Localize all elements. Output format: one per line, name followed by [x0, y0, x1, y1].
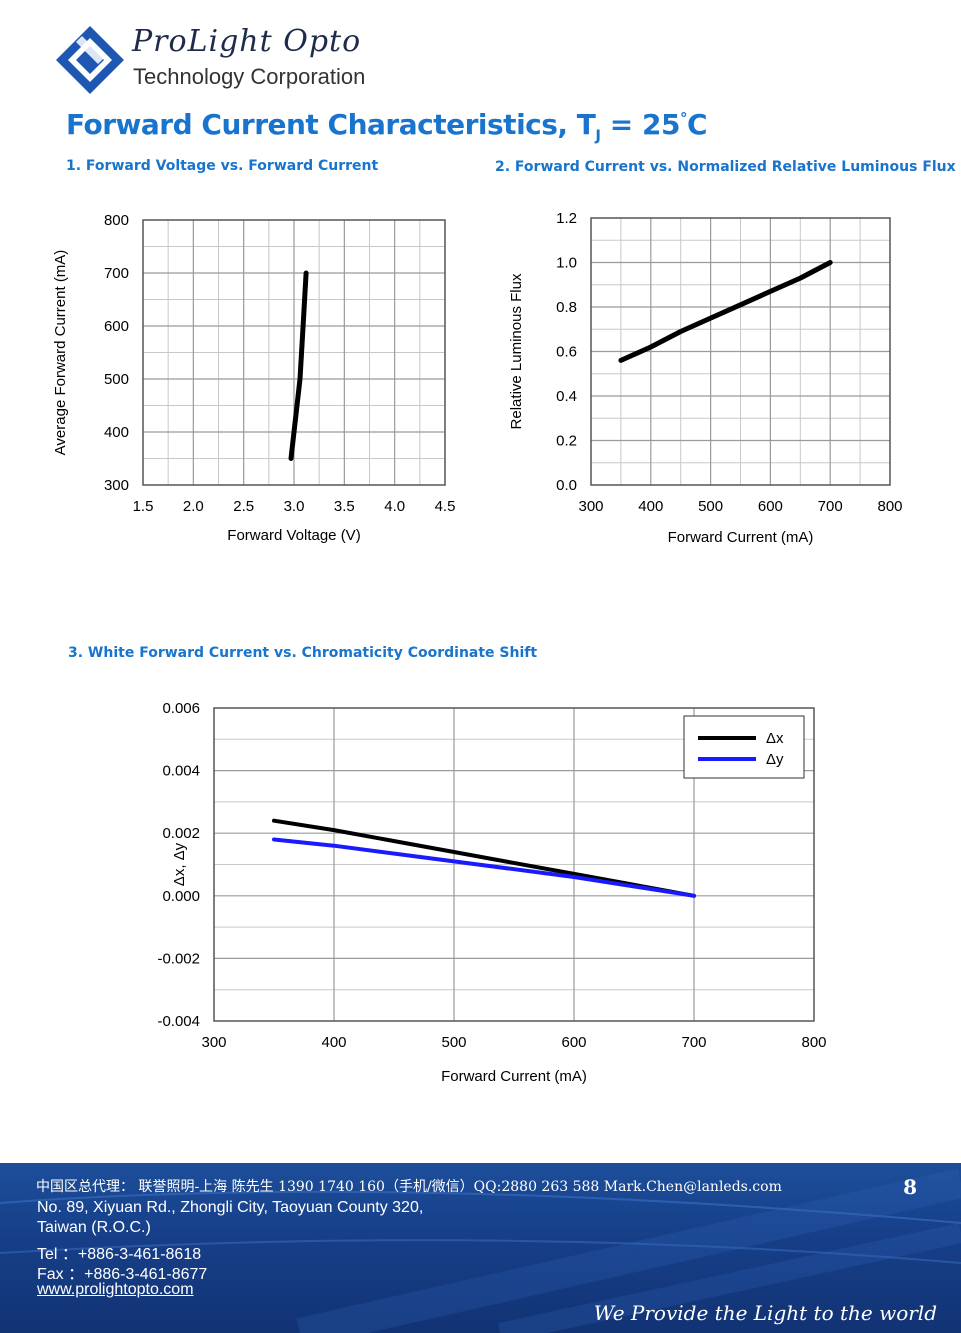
y-tick-label: 800 — [104, 212, 129, 229]
x-tick-label: 1.5 — [133, 498, 154, 515]
y-tick-label: 0.002 — [162, 825, 200, 842]
x-tick-label: 500 — [698, 498, 723, 515]
footer-decoration — [0, 1168, 961, 1333]
y-tick-label: 0.0 — [556, 477, 577, 494]
x-tick-label: 600 — [758, 498, 783, 515]
x-tick-label: 700 — [681, 1034, 706, 1051]
x-tick-label: 800 — [801, 1034, 826, 1051]
chart-forward-voltage: 1.5 2.0 2.5 3.0 3.5 4.0 4.5 300 400 500 600 700 800 F… — [52, 212, 456, 544]
y-tick-label: 0.6 — [556, 344, 577, 361]
y-tick-label: 0.2 — [556, 433, 577, 450]
company-logo — [56, 26, 124, 94]
legend-box — [683, 715, 805, 779]
x-tick-label: 2.5 — [233, 498, 254, 515]
y-tick-label: -0.004 — [157, 1013, 200, 1030]
y-tick-label: 0.8 — [556, 299, 577, 316]
section-title-2: 2. Forward Current vs. Normalized Relati… — [495, 159, 956, 175]
footer-address-line2: Taiwan (R.O.C.) — [37, 1219, 151, 1236]
series-line — [288, 270, 309, 461]
x-tick-label: 4.5 — [435, 498, 456, 515]
x-tick-label: 700 — [818, 498, 843, 515]
x-tick-label: 4.0 — [384, 498, 405, 515]
page-title: Forward Current Characteristics, TJ = 25… — [66, 108, 708, 145]
footer-agent-info: 中国区总代理： 联誉照明-上海 陈先生 1390 1740 160（手机/微信）… — [36, 1179, 782, 1195]
y-tick-label: 1.0 — [556, 255, 577, 272]
footer-website-link[interactable]: www.prolightopto.com — [37, 1281, 194, 1298]
series-line — [272, 837, 696, 898]
y-tick-label: -0.002 — [157, 950, 200, 967]
y-tick-label: 0.006 — [162, 700, 200, 717]
y-axis-label: Relative Luminous Flux — [508, 273, 525, 429]
x-axis-label: Forward Current (mA) — [668, 529, 814, 546]
footer-address-line1: No. 89, Xiyuan Rd., Zhongli City, Taoyua… — [37, 1199, 424, 1216]
company-name: ProLight Opto — [132, 24, 362, 59]
legend-label: Δx — [766, 730, 784, 747]
y-tick-label: 1.2 — [556, 210, 577, 227]
section-title-1: 1. Forward Voltage vs. Forward Current — [66, 158, 379, 174]
y-axis-label: Δx, Δy — [171, 842, 188, 886]
y-tick-label: 300 — [104, 477, 129, 494]
y-tick-label: 700 — [104, 265, 129, 282]
plot-frame — [142, 219, 446, 486]
x-tick-label: 3.5 — [334, 498, 355, 515]
series-line — [272, 818, 696, 898]
chart-luminous-flux: 300 400 500 600 700 800 0.0 0.2 0.4 0.6 0.8 1.0 1.2 F… — [508, 210, 903, 546]
x-tick-label: 2.0 — [183, 498, 204, 515]
x-tick-label: 300 — [201, 1034, 226, 1051]
x-tick-label: 800 — [877, 498, 902, 515]
chart-chromaticity-shift: 300 400 500 600 700 800 -0.004 -0.002 0.000 0.002… — [157, 700, 826, 1085]
plot-frame — [590, 217, 891, 486]
y-tick-label: 0.000 — [162, 888, 200, 905]
x-tick-label: 400 — [321, 1034, 346, 1051]
x-tick-label: 300 — [578, 498, 603, 515]
series-line — [618, 260, 833, 363]
footer-fax: Fax ：+886-3-461-8677 — [37, 1266, 208, 1283]
y-tick-label: 0.004 — [162, 763, 200, 780]
x-axis-label: Forward Voltage (V) — [227, 527, 360, 544]
page-number: 8 — [903, 1175, 917, 1199]
x-tick-label: 400 — [638, 498, 663, 515]
legend-label: Δy — [766, 751, 784, 768]
footer: 中国区总代理： 联誉照明-上海 陈先生 1390 1740 160（手机/微信）… — [0, 1163, 961, 1333]
x-tick-label: 600 — [561, 1034, 586, 1051]
x-tick-label: 500 — [441, 1034, 466, 1051]
y-tick-label: 0.4 — [556, 388, 577, 405]
company-subtitle: Technology Corporation — [133, 64, 366, 89]
x-tick-label: 3.0 — [284, 498, 305, 515]
y-tick-label: 600 — [104, 318, 129, 335]
logo-diamond-icon — [56, 26, 124, 94]
y-axis-label: Average Forward Current (mA) — [52, 250, 69, 456]
section-title-3: 3. White Forward Current vs. Chromaticit… — [68, 645, 538, 661]
footer-slogan: We Provide the Light to the world — [593, 1301, 937, 1325]
y-tick-label: 400 — [104, 424, 129, 441]
y-tick-label: 500 — [104, 371, 129, 388]
plot-frame — [213, 707, 815, 1022]
footer-tel: Tel ：+886-3-461-8618 — [37, 1246, 202, 1263]
x-axis-label: Forward Current (mA) — [441, 1068, 587, 1085]
